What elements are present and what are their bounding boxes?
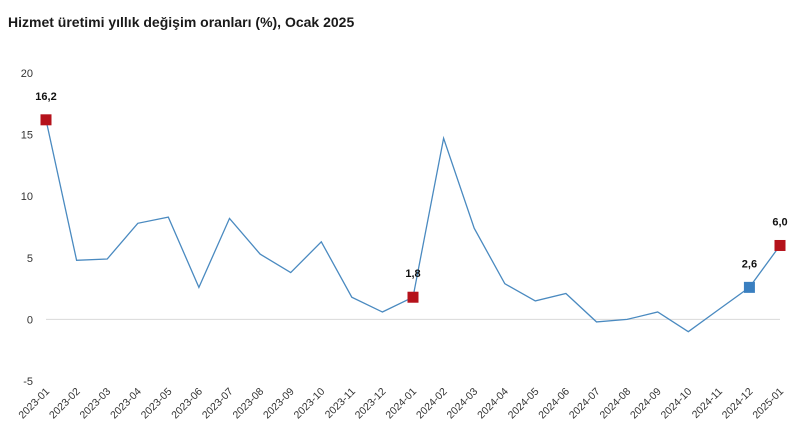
x-tick-label: 2023-03 — [78, 386, 114, 422]
data-point-marker — [774, 239, 786, 251]
x-axis: 2023-012023-022023-032023-042023-052023-… — [16, 386, 786, 422]
y-tick-label: 15 — [21, 130, 33, 142]
x-tick-label: 2025-01 — [750, 386, 786, 422]
x-tick-label: 2024-03 — [445, 386, 481, 422]
x-tick-label: 2023-12 — [353, 386, 389, 422]
x-tick-label: 2023-10 — [292, 386, 328, 422]
y-tick-label: -5 — [23, 376, 33, 388]
x-tick-label: 2023-02 — [47, 386, 83, 422]
chart-title: Hizmet üretimi yıllık değişim oranları (… — [8, 14, 355, 30]
x-tick-label: 2023-05 — [139, 386, 175, 422]
x-tick-label: 2023-04 — [108, 386, 144, 422]
x-tick-label: 2024-05 — [506, 386, 542, 422]
data-markers: 16,2 1,8 2,6 6,0 — [35, 91, 788, 303]
x-tick-label: 2023-07 — [200, 386, 236, 422]
x-tick-label: 2024-09 — [628, 386, 664, 422]
data-label: 2,6 — [742, 258, 757, 270]
x-tick-label: 2024-06 — [536, 386, 572, 422]
x-tick-label: 2023-08 — [230, 386, 266, 422]
data-point-marker — [407, 291, 419, 303]
data-point-marker — [743, 281, 755, 293]
x-tick-label: 2024-07 — [567, 386, 603, 422]
y-tick-label: 5 — [27, 253, 33, 265]
y-tick-label: 10 — [21, 191, 33, 203]
x-tick-label: 2024-12 — [720, 386, 756, 422]
data-label: 6,0 — [772, 216, 787, 228]
x-tick-label: 2023-06 — [169, 386, 205, 422]
x-tick-label: 2023-09 — [261, 386, 297, 422]
x-tick-label: 2024-04 — [475, 386, 511, 422]
x-tick-label: 2024-10 — [659, 386, 695, 422]
x-tick-label: 2023-01 — [16, 386, 52, 422]
y-tick-label: 0 — [27, 314, 33, 326]
data-point-marker — [40, 114, 52, 126]
data-label: 1,8 — [405, 268, 420, 280]
x-tick-label: 2024-11 — [690, 386, 725, 421]
x-tick-label: 2024-01 — [383, 386, 419, 422]
x-tick-label: 2024-08 — [597, 386, 633, 422]
y-axis: -5 0 5 10 15 20 — [21, 68, 33, 388]
data-label: 16,2 — [35, 91, 56, 103]
x-tick-label: 2024-02 — [414, 386, 450, 422]
x-tick-label: 2023-11 — [323, 386, 358, 421]
y-tick-label: 20 — [21, 68, 33, 80]
